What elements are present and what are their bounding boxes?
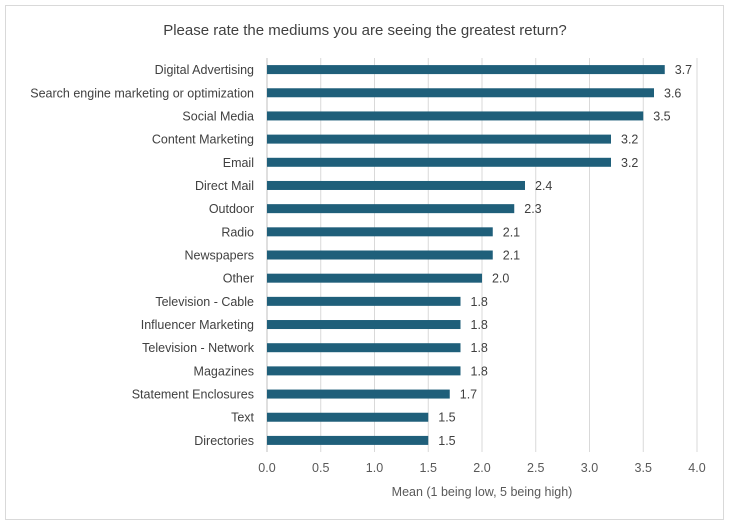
category-label: Statement Enclosures (132, 388, 254, 402)
bar (267, 157, 611, 167)
category-label: Magazines (194, 364, 254, 378)
category-label: Digital Advertising (155, 63, 254, 77)
data-label: 1.8 (471, 318, 488, 332)
bars (267, 65, 665, 445)
data-label: 1.8 (471, 364, 488, 378)
data-label: 1.8 (471, 295, 488, 309)
x-tick-label: 0.0 (258, 461, 275, 475)
x-axis-title: Mean (1 being low, 5 being high) (392, 485, 573, 499)
bar (267, 366, 461, 376)
bar (267, 296, 461, 306)
category-label: Search engine marketing or optimization (30, 86, 254, 100)
category-label: Newspapers (185, 249, 254, 263)
data-labels: 3.7 3.6 3.5 3.2 3.2 2.4 2.3 2.1 2.1 2.0 1.8 1.8 1.8 1… (438, 63, 692, 448)
category-label: Other (223, 272, 254, 286)
bar (267, 111, 644, 121)
data-label: 3.5 (653, 109, 670, 123)
bar (267, 389, 450, 399)
category-label: Television - Cable (155, 295, 254, 309)
data-label: 1.5 (438, 411, 455, 425)
bar (267, 412, 429, 422)
data-label: 3.6 (664, 86, 681, 100)
bar (267, 343, 461, 353)
bar (267, 204, 515, 214)
category-label: Outdoor (209, 202, 254, 216)
x-tick-label: 4.0 (688, 461, 705, 475)
data-label: 2.1 (503, 249, 520, 263)
category-label: Television - Network (142, 341, 255, 355)
chart-title: Please rate the mediums you are seeing t… (163, 22, 567, 39)
bar (267, 320, 461, 330)
data-label: 1.5 (438, 434, 455, 448)
data-label: 1.7 (460, 388, 477, 402)
bar (267, 227, 493, 237)
category-label: Email (223, 156, 254, 170)
bar (267, 250, 493, 260)
category-label: Radio (221, 225, 254, 239)
bar (267, 134, 611, 144)
data-label: 3.2 (621, 156, 638, 170)
category-label: Influencer Marketing (141, 318, 254, 332)
bar (267, 435, 429, 445)
data-label: 1.8 (471, 341, 488, 355)
data-label: 2.1 (503, 225, 520, 239)
category-label: Directories (194, 434, 254, 448)
data-label: 3.2 (621, 133, 638, 147)
x-tick-label: 2.5 (527, 461, 544, 475)
category-label: Text (231, 411, 254, 425)
bar (267, 180, 525, 190)
category-labels: Digital Advertising Search engine marketi… (30, 63, 254, 448)
data-label: 3.7 (675, 63, 692, 77)
bar (267, 88, 654, 98)
x-tick-label: 3.5 (635, 461, 652, 475)
x-axis-ticks: 0.0 0.5 1.0 1.5 2.0 2.5 3.0 3.5 4.0 (258, 461, 705, 475)
category-label: Direct Mail (195, 179, 254, 193)
data-label: 2.3 (524, 202, 541, 216)
x-tick-label: 2.0 (473, 461, 490, 475)
bar (267, 273, 482, 283)
x-tick-label: 1.5 (420, 461, 437, 475)
x-tick-label: 1.0 (366, 461, 383, 475)
data-label: 2.4 (535, 179, 552, 193)
data-label: 2.0 (492, 272, 509, 286)
bar (267, 65, 665, 75)
x-tick-label: 3.0 (581, 461, 598, 475)
category-label: Social Media (182, 109, 254, 123)
category-label: Content Marketing (152, 133, 254, 147)
x-tick-label: 0.5 (312, 461, 329, 475)
